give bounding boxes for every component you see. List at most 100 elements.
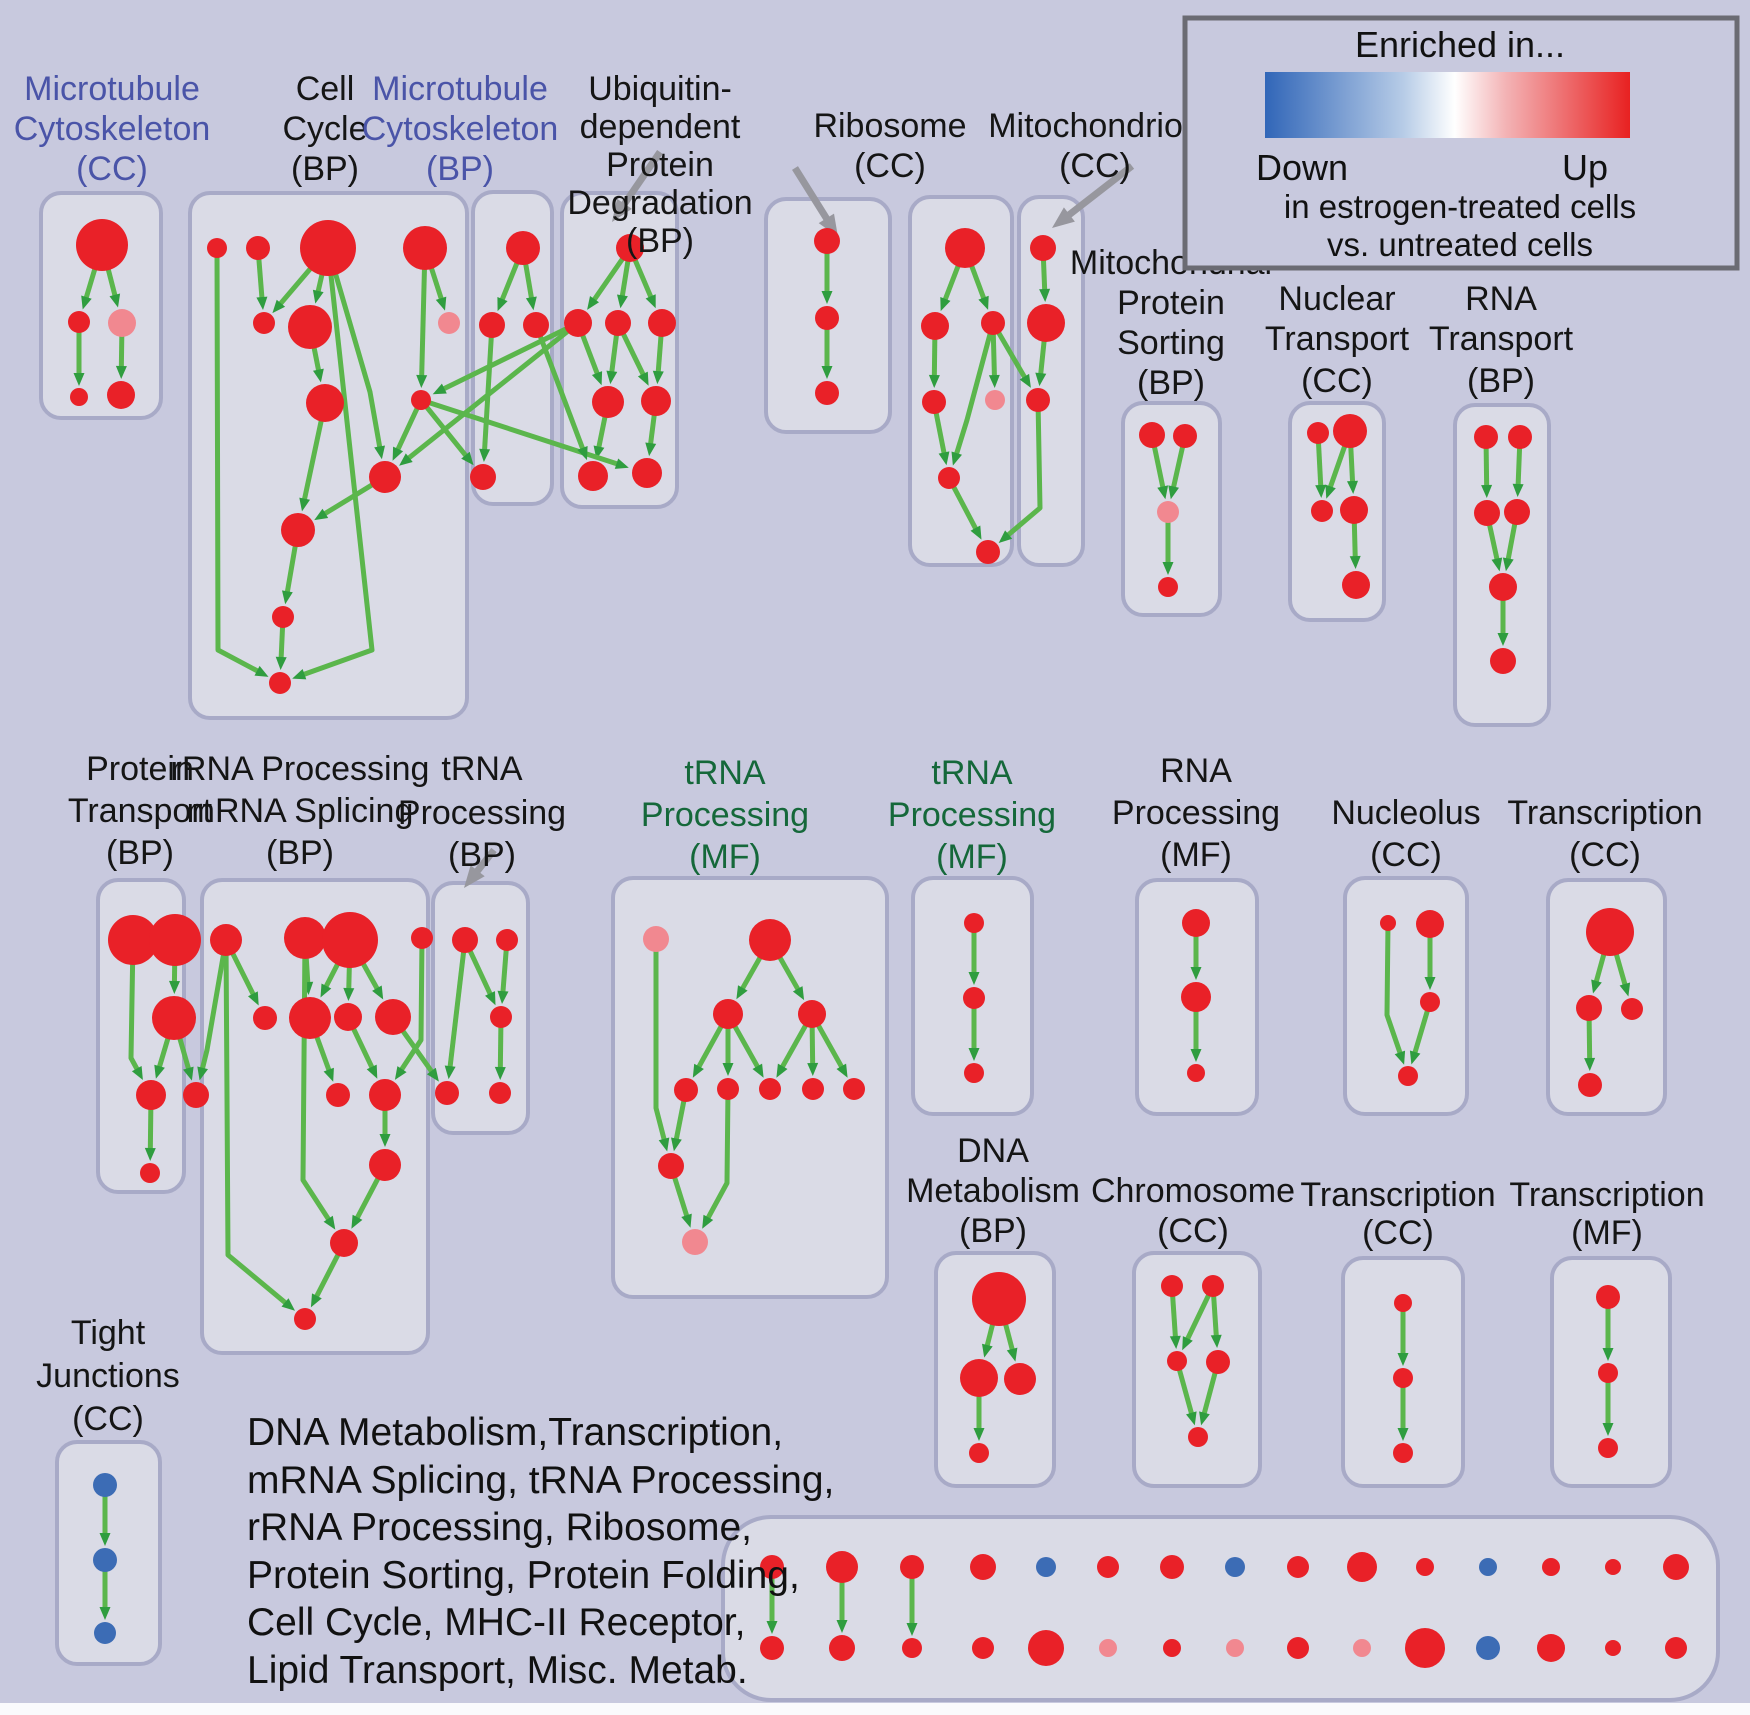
edge-head <box>1602 1348 1614 1361</box>
edge-head <box>281 1298 295 1311</box>
edge-head <box>1035 372 1047 387</box>
edge-head <box>1169 1335 1181 1349</box>
node-mitochondrion-cc <box>1027 304 1065 342</box>
node-chromosome-cc <box>1161 1275 1183 1297</box>
node-trna-processing-mf-small <box>963 987 985 1009</box>
node-trna-processing-mf-large <box>674 1078 698 1102</box>
cross-link-head <box>614 458 629 469</box>
edge-head <box>1497 633 1509 646</box>
cluster-label-ubiquitin-dependent-protein-degradation-bp: Protein <box>606 146 714 184</box>
edge-head <box>658 1137 670 1152</box>
node-misc-metabolism-strip <box>1476 1636 1500 1660</box>
node-microtubule-cytoskeleton-cc <box>76 219 128 271</box>
cluster-label-trna-processing-mf-large: (MF) <box>689 838 761 876</box>
node-microtubule-cytoskeleton-bp <box>470 464 496 490</box>
edge-head <box>1491 557 1503 572</box>
node-misc-metabolism-strip <box>972 1637 994 1659</box>
edge-head <box>968 972 980 985</box>
edge-head <box>254 665 269 677</box>
cross-link-head <box>432 383 447 395</box>
edge-head <box>416 374 428 388</box>
node-mitochondrion-cc <box>1026 388 1050 412</box>
edge-head <box>938 451 950 466</box>
annotation-arrow <box>792 166 833 226</box>
cluster-label-trna-processing-bp: tRNA <box>441 750 523 788</box>
node-chromosome-cc <box>1206 1350 1230 1374</box>
edge-head <box>394 1066 407 1080</box>
cluster-label-tight-junctions-cc: Junctions <box>36 1357 180 1395</box>
node-trna-processing-mf-large <box>643 926 669 952</box>
bottom-strip <box>0 1703 1750 1715</box>
node-transcription-mf <box>1596 1285 1620 1309</box>
node-cell-cycle-bp <box>403 226 447 270</box>
node-ubiquitin-subcluster <box>815 306 839 330</box>
node-ubiquitin-subcluster <box>814 228 840 254</box>
node-ubiquitin-dependent-protein-degradation-bp <box>592 386 624 418</box>
node-cell-cycle-bp <box>300 220 356 276</box>
node-rna-transport-bp <box>1508 425 1532 449</box>
legend-down-label: Down <box>1256 147 1348 188</box>
node-tight-junctions-cc <box>93 1548 117 1572</box>
edge-head <box>1182 1336 1193 1351</box>
cluster-label-trna-processing-mf-small: tRNA <box>931 754 1013 792</box>
node-ubiquitin-dependent-protein-degradation-bp <box>632 458 662 488</box>
node-protein-transport-bp <box>140 1163 160 1183</box>
node-ribosome-cc <box>976 540 1000 564</box>
node-microtubule-cytoskeleton-cc <box>108 309 136 337</box>
node-dna-metabolism-bp <box>960 1359 998 1397</box>
node-trna-processing-mf-large <box>759 1078 781 1100</box>
node-misc-metabolism-strip <box>760 1555 784 1579</box>
edge-head <box>807 1062 819 1076</box>
node-trna-processing-bp <box>435 1081 459 1105</box>
edge-head <box>1190 1049 1202 1062</box>
node-mitochondrial-protein-sorting-bp <box>1139 422 1165 448</box>
edge <box>325 247 383 451</box>
edge <box>128 939 141 1074</box>
edge-head <box>115 365 127 379</box>
edge-head <box>821 291 833 304</box>
edge <box>1384 922 1404 1057</box>
edge-head <box>1409 1050 1421 1065</box>
edge-head <box>479 448 491 462</box>
edge-head <box>1325 484 1336 499</box>
annotation-line: Cell Cycle, MHC-II Receptor, <box>247 1601 745 1644</box>
node-nuclear-transport-cc <box>1340 496 1368 524</box>
node-misc-metabolism-strip <box>1405 1628 1445 1668</box>
cluster-box-nuclear-transport-cc <box>1288 401 1386 622</box>
edge-head <box>1210 1334 1222 1348</box>
annotation-text-block: DNA Metabolism,Transcription, mRNA Splic… <box>247 1411 834 1692</box>
node-trna-processing-bp <box>490 1006 512 1028</box>
node-transcription-cc-row2 <box>1578 1073 1602 1097</box>
node-cell-cycle-bp <box>207 238 227 258</box>
edge <box>481 324 495 454</box>
node-rrna-processing-mrna-splicing-bp <box>369 1079 401 1111</box>
cluster-label-rna-transport-bp: RNA <box>1465 280 1537 318</box>
edge-head <box>1199 1411 1210 1426</box>
node-misc-metabolism-strip <box>900 1555 924 1579</box>
edge <box>214 247 262 675</box>
node-ribosome-cc <box>985 390 1005 410</box>
cluster-label-trna-processing-bp: (BP) <box>448 836 516 874</box>
cluster-label-ubiquitin-dependent-protein-degradation-bp: Degradation <box>567 184 752 222</box>
annotation-line: rRNA Processing, Ribosome, <box>247 1506 752 1549</box>
node-dna-metabolism-bp <box>969 1443 989 1463</box>
legend-title: Enriched in... <box>1355 24 1565 65</box>
cluster-box-misc-metabolism-strip <box>721 1515 1720 1702</box>
node-protein-transport-bp <box>183 1082 209 1108</box>
cluster-label-transcription-cc-row3: (CC) <box>1362 1214 1434 1252</box>
node-rrna-processing-mrna-splicing-bp <box>326 1083 350 1107</box>
node-trna-processing-mf-large <box>798 1000 826 1028</box>
cluster-label-cell-cycle-bp: (BP) <box>291 150 359 188</box>
edge-head <box>1512 483 1524 497</box>
edge-head <box>1315 484 1327 498</box>
node-microtubule-cytoskeleton-bp <box>506 231 540 265</box>
cluster-label-nuclear-transport-cc: (CC) <box>1301 362 1373 400</box>
cross-link <box>1003 399 1043 540</box>
cross-link-head <box>998 530 1013 543</box>
cluster-label-transcription-mf: Transcription <box>1509 1176 1704 1214</box>
edge-head <box>637 371 649 386</box>
cluster-label-mitochondrial-protein-sorting-bp: Sorting <box>1117 324 1225 362</box>
node-rrna-processing-mrna-splicing-bp <box>375 999 411 1035</box>
node-transcription-cc-row3 <box>1394 1294 1412 1312</box>
